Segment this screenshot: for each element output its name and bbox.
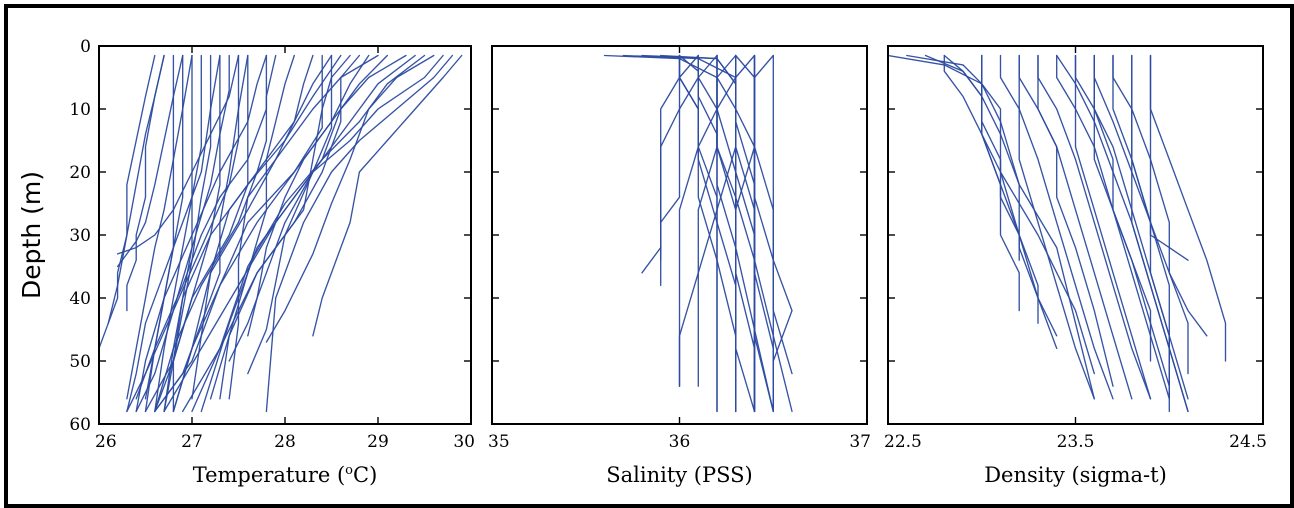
density-profile-18 (1018, 54, 1114, 400)
temperature-profile-29 (126, 54, 165, 312)
density-profile-16 (1093, 54, 1208, 337)
density-profile-17 (1037, 54, 1152, 400)
density-xtick-label-2: 24.5 (1229, 432, 1267, 452)
temperature-profile-17 (135, 54, 221, 413)
temperature-profile-25 (126, 54, 221, 413)
salinity-profile-0 (603, 54, 737, 413)
ytick-label-2: 20 (69, 163, 91, 183)
temperature-profile-20 (154, 54, 193, 413)
salinity-x-axis-title: Salinity (PSS) (606, 463, 752, 487)
density-profile-20 (1056, 54, 1170, 413)
temperature-profile-12 (135, 54, 268, 413)
salinity-profile-10 (753, 54, 774, 413)
temperature-profile-11 (154, 54, 323, 413)
salinity-profile-22 (716, 54, 737, 413)
salinity-profile-4 (678, 54, 737, 413)
temperature-xtick-label-0: 26 (95, 432, 117, 452)
density-profile-0 (887, 54, 1039, 324)
temperature-profile-37 (172, 54, 388, 413)
ytick-label-4: 40 (69, 289, 91, 309)
salinity-profile-25 (735, 54, 756, 413)
temperature-profile-7 (209, 54, 361, 400)
salinity-xtick-label-2: 37 (849, 432, 871, 452)
density-profile-8 (1037, 54, 1133, 400)
salinity-profile-23 (697, 54, 718, 387)
temperature-xtick-label-3: 29 (367, 432, 389, 452)
salinity-profile-21 (772, 54, 793, 362)
density-profile-7 (1018, 54, 1114, 387)
salinity-profile-19 (678, 54, 756, 387)
density-profile-21 (1112, 54, 1170, 400)
temperature-profile-30 (116, 54, 184, 268)
temperature-profile-23 (135, 54, 268, 400)
density-profile-4 (943, 54, 1058, 350)
density-profile-11 (1093, 54, 1189, 400)
salinity-profile-9 (753, 54, 774, 413)
density-profile-23 (1131, 54, 1189, 261)
ytick-label-1: 10 (69, 100, 91, 120)
salinity-profile-17 (641, 54, 681, 274)
ytick-label-5: 50 (69, 352, 91, 372)
ytick-label-6: 60 (69, 415, 91, 435)
temperature-profile-31 (116, 54, 240, 255)
y-axis-title: Depth (m) (17, 171, 46, 299)
salinity-profile-1 (622, 54, 756, 413)
temperature-profile-18 (163, 54, 212, 413)
temperature-profile-19 (163, 54, 202, 413)
density-profile-19 (999, 54, 1095, 400)
temperature-profile-24 (154, 54, 249, 413)
salinity-profile-11 (735, 54, 793, 413)
temperature-profile-8 (182, 54, 351, 413)
temperature-profile-2 (247, 54, 444, 375)
temperature-profile-35 (228, 54, 416, 362)
density-profile-24 (1093, 54, 1152, 362)
density-x-axis-title: Density (sigma-t) (984, 463, 1167, 487)
temperature-xtick-label-2: 28 (274, 432, 296, 452)
density-profile-9 (1056, 54, 1152, 400)
temperature-xtick-label-4: 30 (453, 432, 475, 452)
temperature-profile-5 (191, 54, 407, 413)
temperature-profile-28 (107, 54, 156, 324)
temperature-profile-3 (265, 54, 435, 343)
temperature-profile-1 (312, 54, 463, 337)
density-profile-10 (1074, 54, 1170, 400)
temperature-xtick-label-1: 27 (181, 432, 203, 452)
temperature-profile-16 (154, 54, 230, 413)
density-profile-3 (943, 54, 1020, 261)
salinity-xtick-label-0: 35 (488, 432, 510, 452)
density-profile-15 (1149, 54, 1227, 362)
figure-frame: Depth (m) 26 27 28 29 30 0 10 20 30 40 50 60 Temperat… (4, 4, 1294, 508)
temperature-profile-6 (172, 54, 379, 413)
ytick-label-3: 30 (69, 226, 91, 246)
density-xtick-label-1: 23.5 (1057, 432, 1095, 452)
temperature-profile-15 (126, 54, 240, 413)
temperature-profile-33 (219, 54, 295, 400)
density-profile-2 (924, 54, 1020, 312)
ytick-label-0: 0 (80, 37, 91, 57)
temperature-profile-32 (228, 54, 333, 400)
density-profile-13 (1131, 54, 1189, 413)
salinity-xtick-label-1: 36 (669, 432, 691, 452)
temperature-profile-0 (265, 54, 454, 413)
salinity-profile-3 (660, 54, 756, 413)
salinity-profile-6 (697, 54, 718, 413)
profile-chart: Depth (m) 26 27 28 29 30 0 10 20 30 40 50 60 Temperat… (17, 37, 1267, 487)
density-xtick-label-0: 22.5 (884, 432, 922, 452)
temperature-profile-22 (144, 54, 175, 400)
temperature-x-axis-title: Temperature (oC) (193, 463, 378, 487)
density-profile-22 (1074, 54, 1170, 387)
temperature-profile-10 (163, 54, 333, 413)
temperature-profile-36 (247, 54, 370, 337)
salinity-profile-5 (678, 54, 737, 413)
